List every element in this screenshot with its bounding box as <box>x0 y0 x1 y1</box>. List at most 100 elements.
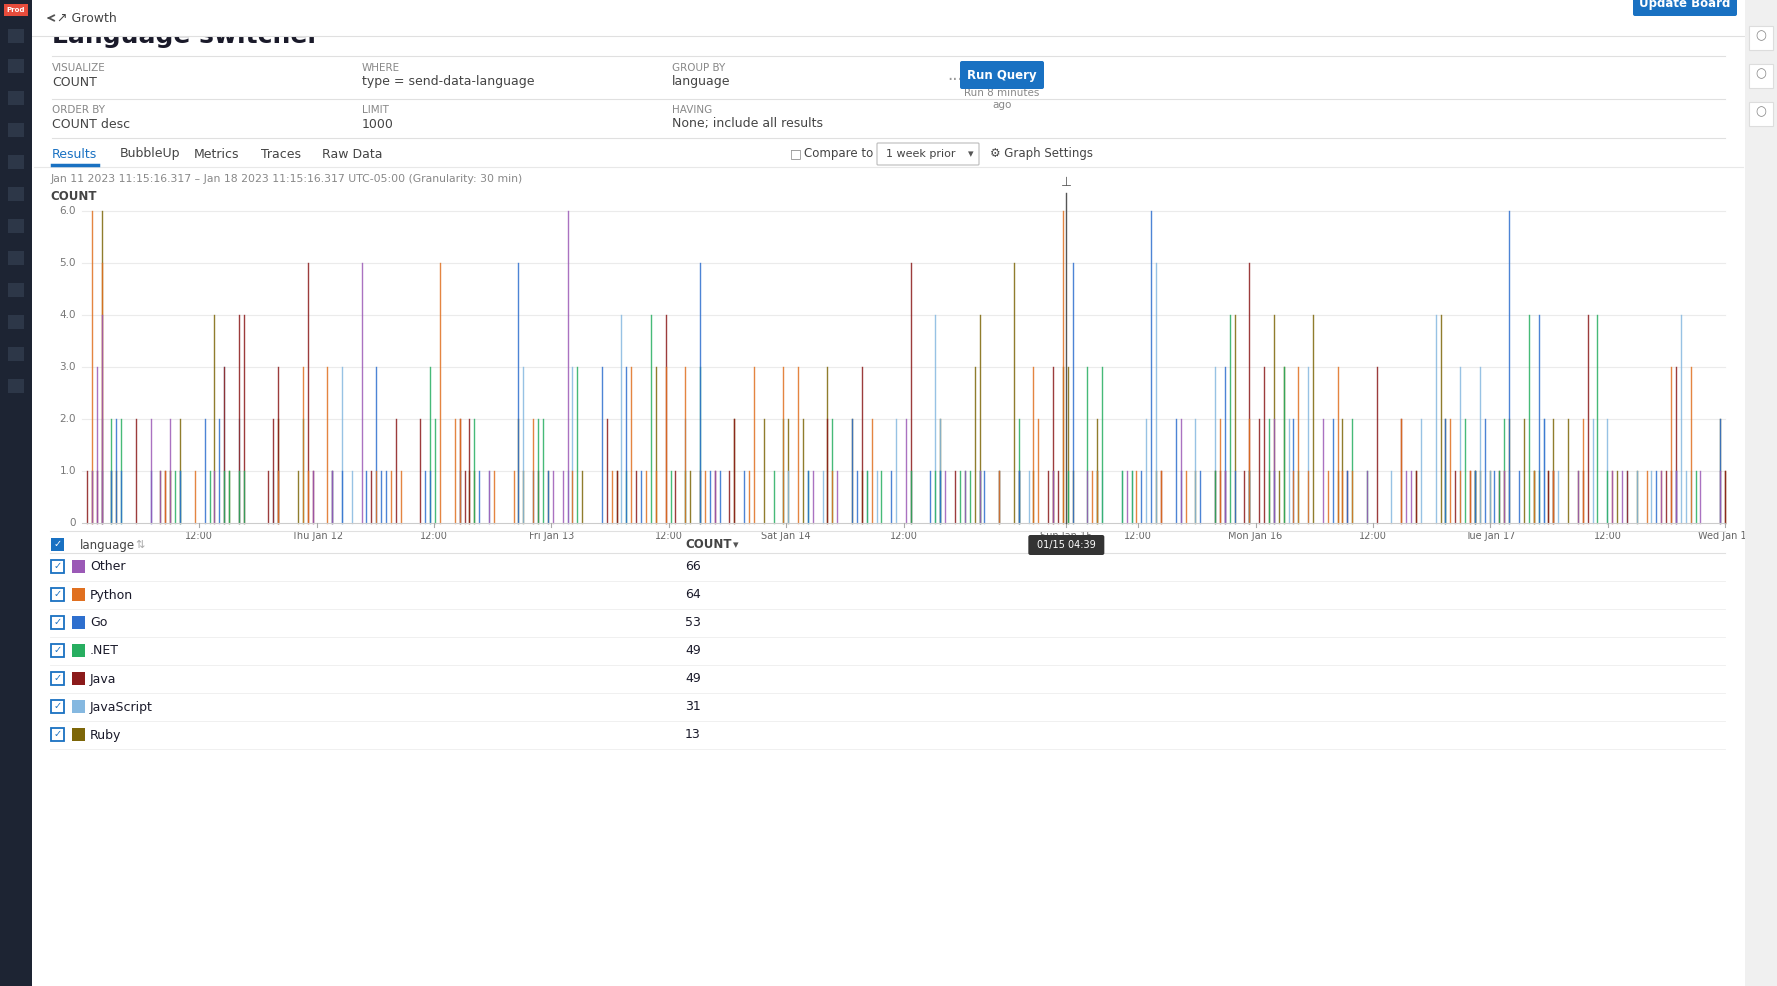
Text: ORDER BY: ORDER BY <box>52 105 105 115</box>
Text: Other: Other <box>91 560 126 574</box>
Bar <box>1745 0 1777 986</box>
Text: language: language <box>672 76 730 89</box>
Text: 12:00: 12:00 <box>419 531 448 541</box>
Text: HAVING: HAVING <box>672 105 713 115</box>
Text: 13: 13 <box>684 729 700 741</box>
Bar <box>32 0 1745 36</box>
Text: ...: ... <box>947 66 963 84</box>
Text: WHERE: WHERE <box>363 63 400 73</box>
Text: LIMIT: LIMIT <box>363 105 389 115</box>
Text: type = send-data-language: type = send-data-language <box>363 76 535 89</box>
Text: 12:00: 12:00 <box>185 531 213 541</box>
Text: 49: 49 <box>684 645 700 658</box>
Bar <box>9 379 25 393</box>
Text: 12:00: 12:00 <box>1125 531 1151 541</box>
Text: 0: 0 <box>69 518 76 528</box>
Bar <box>9 155 25 169</box>
FancyBboxPatch shape <box>878 143 979 165</box>
Text: ✓: ✓ <box>53 617 62 627</box>
Text: 4.0: 4.0 <box>59 310 76 320</box>
Text: .NET: .NET <box>91 645 119 658</box>
Text: ✓: ✓ <box>53 539 62 549</box>
Bar <box>73 588 85 601</box>
Bar <box>73 644 85 657</box>
Bar <box>9 59 25 73</box>
Text: Python: Python <box>91 589 133 601</box>
Text: Wed Jan 18: Wed Jan 18 <box>1697 531 1752 541</box>
Text: Sat Jan 14: Sat Jan 14 <box>761 531 810 541</box>
Bar <box>9 187 25 201</box>
Text: ○: ○ <box>1756 67 1766 81</box>
Text: COUNT: COUNT <box>52 76 98 89</box>
Text: ✓: ✓ <box>53 590 62 599</box>
Bar <box>50 609 1725 637</box>
Text: Mon Jan 16: Mon Jan 16 <box>1228 531 1283 541</box>
Text: 2.0: 2.0 <box>59 414 76 424</box>
Text: 01/15 04:39: 01/15 04:39 <box>1038 540 1096 550</box>
Text: Go: Go <box>91 616 107 629</box>
Bar <box>4 4 28 16</box>
Bar <box>52 728 64 741</box>
Bar <box>73 728 85 741</box>
Bar <box>1749 26 1773 50</box>
Bar <box>52 700 64 713</box>
Text: ○: ○ <box>1756 30 1766 42</box>
Bar <box>52 616 64 629</box>
Text: GROUP BY: GROUP BY <box>672 63 725 73</box>
Text: 5.0: 5.0 <box>59 258 76 268</box>
Text: ⚙ Graph Settings: ⚙ Graph Settings <box>990 148 1093 161</box>
Bar <box>50 553 1725 581</box>
FancyBboxPatch shape <box>960 61 1045 89</box>
Text: 53: 53 <box>684 616 700 629</box>
Text: VISUALIZE: VISUALIZE <box>52 63 107 73</box>
Bar <box>0 0 32 986</box>
Text: Language switcher: Language switcher <box>52 24 320 48</box>
Text: 1.0: 1.0 <box>59 466 76 476</box>
Bar <box>52 588 64 601</box>
Text: JavaScript: JavaScript <box>91 700 153 714</box>
FancyBboxPatch shape <box>1633 0 1736 16</box>
Text: ✓: ✓ <box>53 701 62 712</box>
Text: COUNT desc: COUNT desc <box>52 117 130 130</box>
Bar <box>73 560 85 573</box>
Text: Jan 11 2023 11:15:16.317 – Jan 18 2023 11:15:16.317 UTC-05:00 (Granularity: 30 m: Jan 11 2023 11:15:16.317 – Jan 18 2023 1… <box>50 174 522 184</box>
Bar <box>9 347 25 361</box>
Text: 64: 64 <box>684 589 700 601</box>
Bar <box>9 251 25 265</box>
Bar <box>9 315 25 329</box>
Text: Run Query: Run Query <box>967 68 1036 82</box>
Text: ⊥: ⊥ <box>1061 176 1072 189</box>
Bar <box>73 700 85 713</box>
Text: ✓: ✓ <box>53 730 62 740</box>
Bar <box>52 644 64 657</box>
Text: Sun Jan 15
04:39: Sun Jan 15 04:39 <box>1040 531 1093 552</box>
Text: ↗ Growth: ↗ Growth <box>57 12 117 25</box>
Text: 66: 66 <box>684 560 700 574</box>
Text: ✓: ✓ <box>53 646 62 656</box>
Text: 1 week prior: 1 week prior <box>887 149 956 159</box>
Text: Thu Jan 12: Thu Jan 12 <box>291 531 343 541</box>
Bar <box>9 219 25 233</box>
Bar <box>9 29 25 43</box>
Text: 12:00: 12:00 <box>656 531 682 541</box>
Bar <box>1749 102 1773 126</box>
Text: Run 8 minutes
ago: Run 8 minutes ago <box>965 88 1040 109</box>
Text: ○: ○ <box>1756 106 1766 118</box>
Text: 12:00: 12:00 <box>1594 531 1622 541</box>
Bar <box>1749 64 1773 88</box>
Bar <box>50 721 1725 749</box>
Bar <box>52 538 64 551</box>
Text: 31: 31 <box>684 700 700 714</box>
Text: 6.0: 6.0 <box>59 206 76 216</box>
Text: Prod: Prod <box>7 7 25 13</box>
Bar <box>52 560 64 573</box>
FancyBboxPatch shape <box>1029 535 1104 555</box>
Bar <box>50 665 1725 693</box>
Text: Raw Data: Raw Data <box>322 148 382 161</box>
Text: COUNT: COUNT <box>50 189 96 202</box>
Text: ✓: ✓ <box>53 561 62 572</box>
Bar <box>9 283 25 297</box>
Text: Tue Jan 17: Tue Jan 17 <box>1464 531 1516 541</box>
Text: 12:00: 12:00 <box>890 531 917 541</box>
Text: ⇅: ⇅ <box>135 540 144 550</box>
